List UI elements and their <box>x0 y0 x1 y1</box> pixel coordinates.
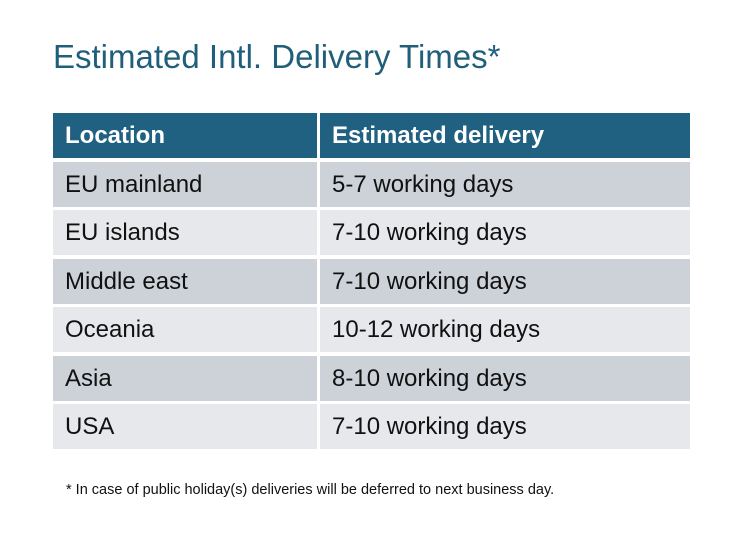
cell-location: USA <box>53 404 317 449</box>
cell-location: Middle east <box>53 258 317 304</box>
footnote: * In case of public holiday(s) deliverie… <box>66 482 555 498</box>
cell-location: EU islands <box>53 210 317 255</box>
header-estimated-delivery: Estimated delivery <box>320 113 690 158</box>
cell-delivery: 8-10 working days <box>320 355 690 401</box>
cell-delivery: 10-12 working days <box>320 307 690 352</box>
cell-delivery: 7-10 working days <box>320 210 690 255</box>
cell-delivery: 5-7 working days <box>320 161 690 207</box>
cell-location: Oceania <box>53 307 317 352</box>
cell-delivery: 7-10 working days <box>320 258 690 304</box>
cell-location: EU mainland <box>53 161 317 207</box>
page-title: Estimated Intl. Delivery Times* <box>53 38 501 75</box>
delivery-table: Location Estimated delivery EU mainland … <box>53 113 690 449</box>
header-location: Location <box>53 113 317 158</box>
cell-delivery: 7-10 working days <box>320 404 690 449</box>
cell-location: Asia <box>53 355 317 401</box>
